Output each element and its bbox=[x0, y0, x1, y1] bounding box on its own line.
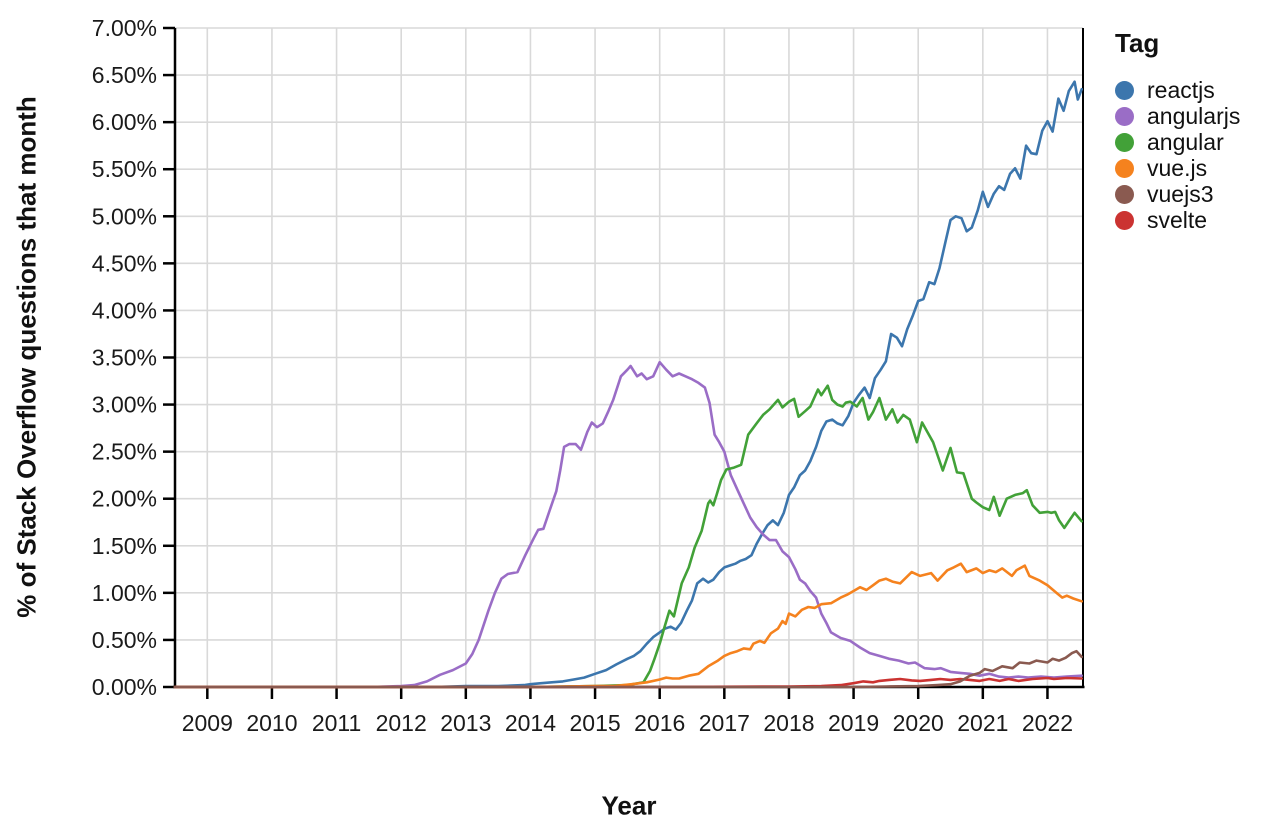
legend-label: reactjs bbox=[1147, 77, 1215, 103]
x-tick-label: 2009 bbox=[182, 710, 233, 736]
x-tick-label: 2012 bbox=[376, 710, 427, 736]
y-tick-label: 1.00% bbox=[92, 580, 157, 606]
legend: Tag reactjs angularjs angular vue.js vuejs3 s… bbox=[1115, 28, 1240, 233]
y-tick-label: 1.50% bbox=[92, 533, 157, 559]
x-tick-label: 2021 bbox=[957, 710, 1008, 736]
x-axis-title: Year bbox=[601, 790, 657, 821]
legend-items: reactjs angularjs angular vue.js vuejs3 svelt… bbox=[1115, 77, 1240, 233]
series-line-vue.js bbox=[173, 562, 1083, 689]
y-tick-label: 4.00% bbox=[92, 297, 157, 323]
series-line-angular bbox=[173, 384, 1083, 689]
legend-label: svelte bbox=[1147, 207, 1208, 233]
legend-item-reactjs: reactjs bbox=[1115, 77, 1240, 103]
legend-item-svelte: svelte bbox=[1115, 207, 1240, 233]
y-axis-title: % of Stack Overflow questions that month bbox=[11, 96, 42, 618]
y-tick-label: 0.00% bbox=[92, 674, 157, 700]
legend-item-angular: angular bbox=[1115, 129, 1240, 155]
x-tick-label: 2020 bbox=[893, 710, 944, 736]
legend-label: vue.js bbox=[1147, 155, 1208, 181]
legend-label: angularjs bbox=[1147, 103, 1241, 129]
y-tick-label: 5.50% bbox=[92, 156, 157, 182]
y-tick-label: 2.00% bbox=[92, 486, 157, 512]
legend-swatch-icon bbox=[1115, 158, 1134, 178]
y-tick-label: 2.50% bbox=[92, 439, 157, 465]
series-line-reactjs bbox=[173, 80, 1083, 689]
y-tick-label: 3.50% bbox=[92, 345, 157, 371]
x-tick-label: 2017 bbox=[699, 710, 750, 736]
x-tick-label: 2011 bbox=[312, 710, 361, 736]
x-tick-label: 2019 bbox=[828, 710, 879, 736]
y-tick-label: 6.50% bbox=[92, 62, 157, 88]
x-tick-label: 2022 bbox=[1022, 710, 1073, 736]
legend-title: Tag bbox=[1115, 28, 1160, 58]
series-line-svelte bbox=[173, 676, 1083, 689]
y-tick-label: 7.00% bbox=[92, 15, 157, 41]
series-line-vuejs3 bbox=[173, 649, 1083, 689]
legend-item-vue.js: vue.js bbox=[1115, 155, 1240, 181]
legend-swatch-icon bbox=[1115, 106, 1134, 126]
x-tick-label: 2015 bbox=[569, 710, 620, 736]
x-tick-label: 2014 bbox=[505, 710, 556, 736]
legend-swatch-icon bbox=[1115, 184, 1134, 204]
legend-swatch-icon bbox=[1115, 80, 1134, 100]
x-tick-label: 2016 bbox=[634, 710, 685, 736]
x-tick-label: 2013 bbox=[440, 710, 491, 736]
y-tick-label: 3.00% bbox=[92, 392, 157, 418]
x-tick-label: 2018 bbox=[763, 710, 814, 736]
series-line-angularjs bbox=[173, 360, 1083, 689]
y-tick-label: 0.50% bbox=[92, 627, 157, 653]
y-tick-label: 5.00% bbox=[92, 203, 157, 229]
legend-label: angular bbox=[1147, 129, 1224, 155]
legend-swatch-icon bbox=[1115, 210, 1134, 230]
x-tick-label: 2010 bbox=[246, 710, 297, 736]
legend-label: vuejs3 bbox=[1147, 181, 1214, 207]
legend-item-angularjs: angularjs bbox=[1115, 103, 1240, 129]
y-tick-label: 6.00% bbox=[92, 109, 157, 135]
legend-item-vuejs3: vuejs3 bbox=[1115, 181, 1240, 207]
y-tick-label: 4.50% bbox=[92, 250, 157, 276]
legend-swatch-icon bbox=[1115, 132, 1134, 152]
